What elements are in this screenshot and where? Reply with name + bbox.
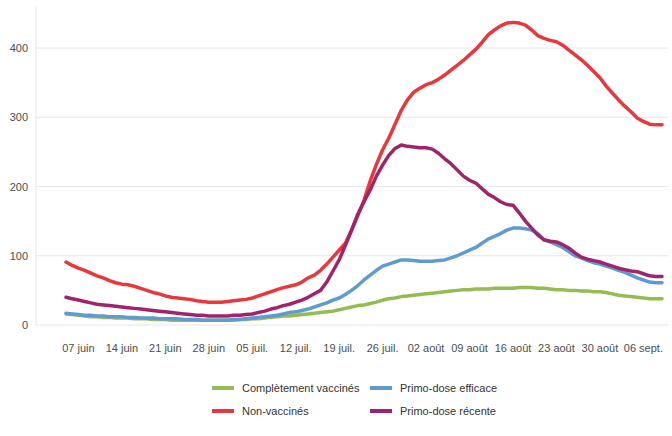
x-tick-label: 30 août: [582, 342, 619, 354]
x-tick-label: 23 août: [538, 342, 575, 354]
series-line: [66, 22, 662, 302]
legend-swatch: [370, 386, 392, 390]
chart: 0 100 200 300 400 07 juin 14 juin 21 juin 28 jui…: [0, 0, 672, 436]
x-tick-label: 07 juin: [62, 342, 94, 354]
legend-swatch: [212, 386, 234, 390]
series-line: [66, 145, 662, 316]
y-tick-label: 300: [10, 111, 28, 123]
x-tick-label: 09 août: [451, 342, 488, 354]
grid-line: [36, 117, 668, 118]
grid-line: [36, 48, 668, 49]
grid-line: [36, 325, 668, 326]
x-tick-label: 12 juil.: [280, 342, 312, 354]
x-tick-label: 21 juin: [149, 342, 181, 354]
grid-line: [36, 186, 668, 187]
legend-swatch: [370, 409, 392, 413]
x-tick-label: 06 sept.: [624, 342, 663, 354]
x-tick-label: 28 juin: [193, 342, 225, 354]
y-axis-line: [36, 6, 37, 325]
plot-area: [66, 22, 662, 320]
x-tick-label: 05 juil.: [236, 342, 268, 354]
x-tick-label: 16 août: [495, 342, 532, 354]
y-tick-label: 100: [10, 250, 28, 262]
y-tick-label: 200: [10, 181, 28, 193]
legend-label: Primo-dose efficace: [400, 382, 497, 394]
series-line: [66, 228, 662, 320]
x-tick-label: 26 juil.: [367, 342, 399, 354]
x-tick-label: 19 juil.: [323, 342, 355, 354]
legend-swatch: [212, 409, 234, 413]
x-tick-label: 02 août: [408, 342, 445, 354]
legend-label: Complètement vaccinés: [242, 382, 360, 394]
legend-label: Primo-dose récente: [400, 405, 496, 417]
legend-label: Non-vaccinés: [242, 405, 309, 417]
y-tick-label: 0: [22, 319, 28, 331]
y-tick-label: 400: [10, 42, 28, 54]
x-tick-label: 14 juin: [106, 342, 138, 354]
